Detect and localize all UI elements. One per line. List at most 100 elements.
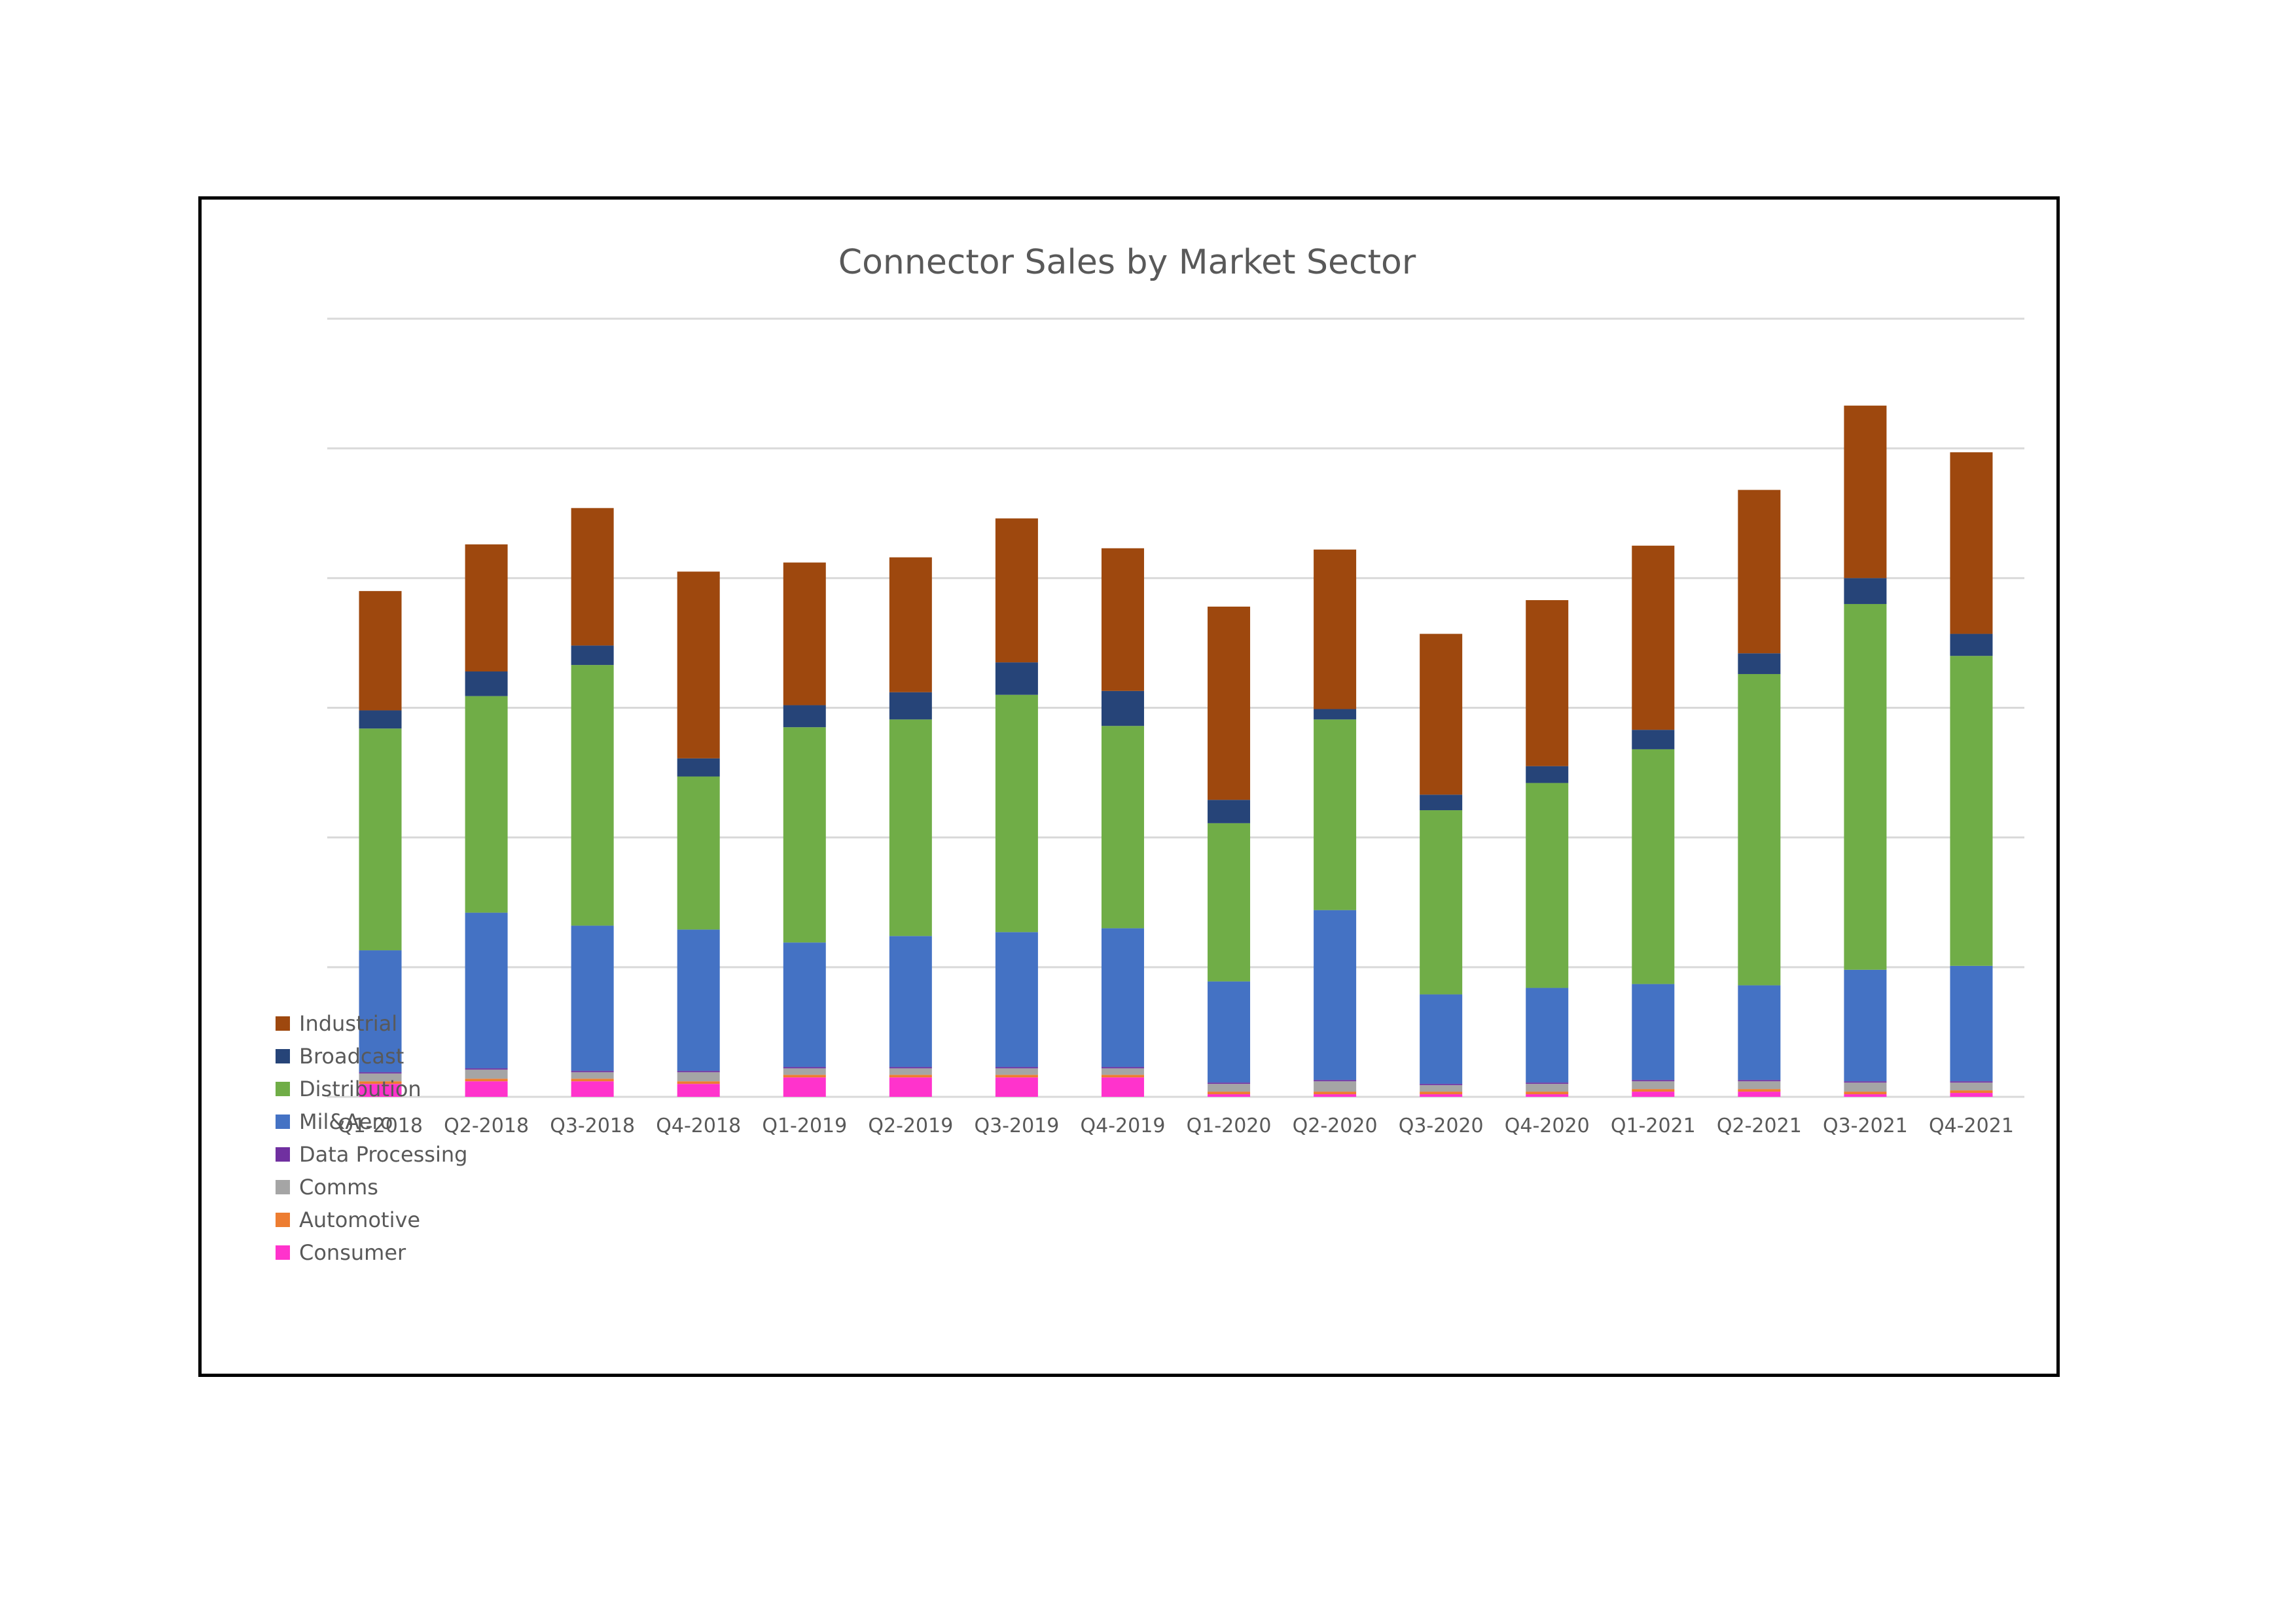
bar-distribution-Q4-2019 xyxy=(1101,726,1144,929)
bar-distribution-Q4-2020 xyxy=(1526,783,1569,988)
bar-broadcast-Q2-2020 xyxy=(1314,709,1357,720)
x-tick-label-Q2-2019: Q2-2019 xyxy=(868,1115,953,1137)
bar-mil-aero-Q4-2019 xyxy=(1101,928,1144,1067)
bar-industrial-Q1-2019 xyxy=(783,562,826,705)
bar-industrial-Q4-2019 xyxy=(1101,548,1144,691)
legend-item-distribution: Distribution xyxy=(276,1077,422,1101)
bar-stack-Q3-2020 xyxy=(1420,633,1463,1097)
bar-automotive-Q3-2018 xyxy=(571,1079,614,1082)
bar-consumer-Q1-2021 xyxy=(1632,1092,1675,1097)
bar-industrial-Q1-2018 xyxy=(359,591,402,711)
bar-automotive-Q4-2018 xyxy=(677,1081,720,1084)
bar-comms-Q4-2018 xyxy=(677,1072,720,1082)
bar-comms-Q3-2019 xyxy=(995,1068,1038,1075)
bar-consumer-Q3-2021 xyxy=(1844,1094,1887,1097)
legend-item-mil-aero: Mil&Aero xyxy=(276,1109,393,1134)
bar-data-processing-Q1-2020 xyxy=(1208,1082,1251,1084)
bar-automotive-Q3-2021 xyxy=(1844,1092,1887,1095)
x-tick-label-Q2-2021: Q2-2021 xyxy=(1717,1115,1802,1137)
bar-mil-aero-Q2-2018 xyxy=(465,912,508,1069)
bar-distribution-Q2-2021 xyxy=(1738,673,1781,986)
bar-data-processing-Q4-2018 xyxy=(677,1071,720,1073)
legend-label: Broadcast xyxy=(299,1044,404,1069)
bar-comms-Q2-2018 xyxy=(465,1069,508,1079)
bar-broadcast-Q2-2021 xyxy=(1738,653,1781,674)
bar-data-processing-Q1-2018 xyxy=(359,1072,402,1074)
bar-data-processing-Q2-2018 xyxy=(465,1068,508,1070)
legend-item-consumer: Consumer xyxy=(276,1240,406,1265)
bar-industrial-Q4-2018 xyxy=(677,571,720,758)
bar-automotive-Q3-2020 xyxy=(1420,1092,1463,1095)
legend-swatch xyxy=(276,1245,290,1260)
bars xyxy=(359,405,1993,1097)
bar-mil-aero-Q4-2020 xyxy=(1526,988,1569,1083)
bar-data-processing-Q1-2021 xyxy=(1632,1080,1675,1082)
bar-data-processing-Q3-2019 xyxy=(995,1067,1038,1069)
bar-consumer-Q3-2020 xyxy=(1420,1094,1463,1097)
bar-stack-Q4-2020 xyxy=(1526,600,1569,1097)
bar-stack-Q2-2019 xyxy=(889,557,932,1097)
bar-mil-aero-Q3-2020 xyxy=(1420,994,1463,1084)
legend-swatch xyxy=(276,1016,290,1031)
x-tick-label-Q4-2019: Q4-2019 xyxy=(1081,1115,1166,1137)
bar-data-processing-Q4-2020 xyxy=(1526,1082,1569,1084)
bar-broadcast-Q1-2021 xyxy=(1632,730,1675,749)
legend-label: Comms xyxy=(299,1175,378,1200)
chart-frame: Q1-2018 Q2-2018 Q3-2018 Q4-2018 Q1-2019 Q2-20… xyxy=(198,196,2060,1377)
bar-distribution-Q2-2018 xyxy=(465,696,508,913)
legend-swatch xyxy=(276,1049,290,1063)
legend: Industrial Broadcast Distribution Mil&Aero D… xyxy=(276,1011,467,1265)
bar-distribution-Q2-2020 xyxy=(1314,719,1357,910)
bar-automotive-Q2-2021 xyxy=(1738,1089,1781,1092)
bar-data-processing-Q3-2021 xyxy=(1844,1081,1887,1083)
bar-stack-Q1-2019 xyxy=(783,562,826,1097)
x-tick-label-Q1-2021: Q1-2021 xyxy=(1611,1115,1696,1137)
bar-broadcast-Q4-2018 xyxy=(677,758,720,777)
bar-broadcast-Q3-2020 xyxy=(1420,794,1463,811)
bar-mil-aero-Q4-2018 xyxy=(677,929,720,1071)
chart-svg: Q1-2018 Q2-2018 Q3-2018 Q4-2018 Q1-2019 Q2-20… xyxy=(276,243,2024,1265)
legend-swatch xyxy=(276,1115,290,1129)
bar-industrial-Q3-2021 xyxy=(1844,405,1887,579)
legend-item-comms: Comms xyxy=(276,1175,378,1200)
bar-comms-Q4-2019 xyxy=(1101,1068,1144,1075)
bar-mil-aero-Q1-2019 xyxy=(783,942,826,1067)
bar-broadcast-Q1-2019 xyxy=(783,705,826,728)
bar-mil-aero-Q4-2021 xyxy=(1950,965,1993,1082)
bar-consumer-Q3-2018 xyxy=(571,1081,614,1097)
x-tick-label-Q1-2019: Q1-2019 xyxy=(762,1115,847,1137)
bar-consumer-Q4-2020 xyxy=(1526,1094,1569,1097)
bar-comms-Q2-2021 xyxy=(1738,1081,1781,1090)
legend-swatch xyxy=(276,1213,290,1227)
legend-label: Industrial xyxy=(299,1011,397,1036)
x-tick-label-Q4-2021: Q4-2021 xyxy=(1929,1115,2014,1137)
bar-comms-Q1-2019 xyxy=(783,1068,826,1075)
x-tick-label-Q2-2018: Q2-2018 xyxy=(444,1115,529,1137)
bar-mil-aero-Q3-2019 xyxy=(995,932,1038,1067)
bar-distribution-Q4-2018 xyxy=(677,776,720,930)
bar-automotive-Q4-2020 xyxy=(1526,1092,1569,1095)
bar-mil-aero-Q3-2021 xyxy=(1844,969,1887,1082)
bar-stack-Q1-2018 xyxy=(359,591,402,1097)
bar-comms-Q3-2018 xyxy=(571,1072,614,1079)
bar-broadcast-Q4-2021 xyxy=(1950,633,1993,656)
bar-distribution-Q1-2019 xyxy=(783,727,826,943)
x-tick-label-Q3-2018: Q3-2018 xyxy=(550,1115,635,1137)
bar-data-processing-Q1-2019 xyxy=(783,1067,826,1069)
x-tick-label-Q2-2020: Q2-2020 xyxy=(1293,1115,1378,1137)
bar-stack-Q3-2018 xyxy=(571,508,614,1097)
bar-stack-Q4-2019 xyxy=(1101,548,1144,1097)
bar-comms-Q2-2019 xyxy=(889,1068,932,1075)
x-tick-label-Q3-2021: Q3-2021 xyxy=(1823,1115,1908,1137)
bar-industrial-Q1-2020 xyxy=(1208,606,1251,800)
bar-consumer-Q2-2019 xyxy=(889,1077,932,1097)
bar-consumer-Q4-2019 xyxy=(1101,1077,1144,1097)
bar-distribution-Q1-2020 xyxy=(1208,823,1251,982)
x-tick-label-Q3-2020: Q3-2020 xyxy=(1399,1115,1484,1137)
bar-industrial-Q2-2021 xyxy=(1738,490,1781,654)
bar-stack-Q1-2020 xyxy=(1208,606,1251,1097)
bar-consumer-Q1-2020 xyxy=(1208,1094,1251,1097)
bar-stack-Q1-2021 xyxy=(1632,545,1675,1097)
legend-swatch xyxy=(276,1180,290,1194)
bar-distribution-Q3-2018 xyxy=(571,665,614,926)
